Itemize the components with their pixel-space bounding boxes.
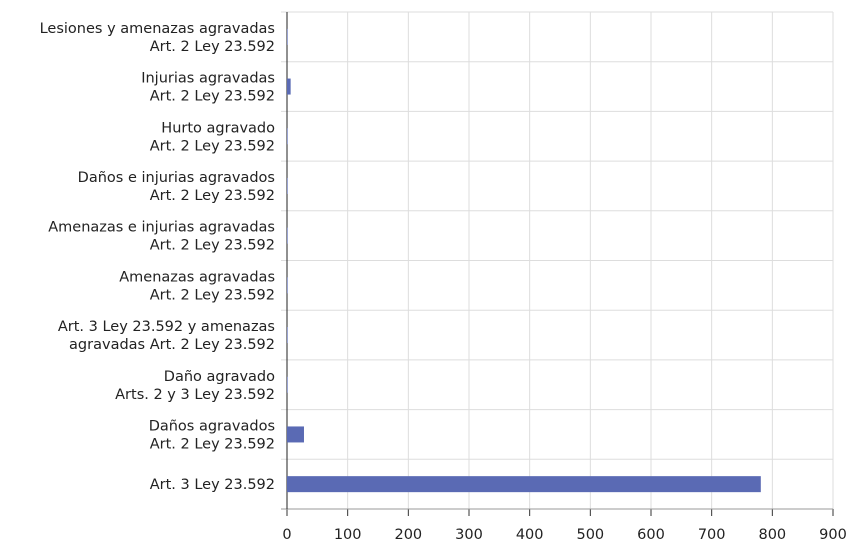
bar	[287, 28, 288, 45]
x-tick-label: 800	[758, 527, 786, 543]
y-tick-label: Injurias agravadas Art. 2 Ley 23.592	[141, 71, 275, 105]
bar	[287, 426, 304, 443]
bar	[287, 327, 288, 344]
x-tick-label: 700	[698, 527, 726, 543]
y-tick-label: Amenazas e injurias agravadas Art. 2 Ley …	[48, 220, 275, 254]
bar	[287, 476, 761, 493]
bar	[287, 128, 288, 145]
bar	[287, 277, 288, 294]
x-tick-label: 400	[516, 527, 544, 543]
y-tick-label: Daños agravados Art. 2 Ley 23.592	[149, 418, 275, 452]
x-tick-label: 500	[576, 527, 604, 543]
y-tick-label: Amenazas agravadas Art. 2 Ley 23.592	[119, 269, 275, 303]
x-tick-label: 100	[334, 527, 362, 543]
x-tick-label: 600	[637, 527, 665, 543]
bar	[287, 78, 291, 95]
y-tick-label: Daños e injurias agravados Art. 2 Ley 23.…	[78, 170, 275, 204]
bar	[287, 177, 288, 194]
bar	[287, 376, 288, 393]
x-tick-label: 0	[282, 527, 291, 543]
y-tick-label: Art. 3 Ley 23.592 y amenazas agravadas Ar…	[58, 319, 275, 353]
x-tick-label: 900	[819, 527, 847, 543]
y-tick-label: Hurto agravado Art. 2 Ley 23.592	[150, 120, 275, 154]
y-tick-label: Art. 3 Ley 23.592	[150, 477, 275, 493]
x-tick-label: 200	[394, 527, 422, 543]
y-tick-label: Daño agravado Arts. 2 y 3 Ley 23.592	[115, 369, 275, 403]
x-tick-label: 300	[455, 527, 483, 543]
y-tick-label: Lesiones y amenazas agravadas Art. 2 Ley …	[40, 21, 275, 55]
bar	[287, 227, 288, 244]
